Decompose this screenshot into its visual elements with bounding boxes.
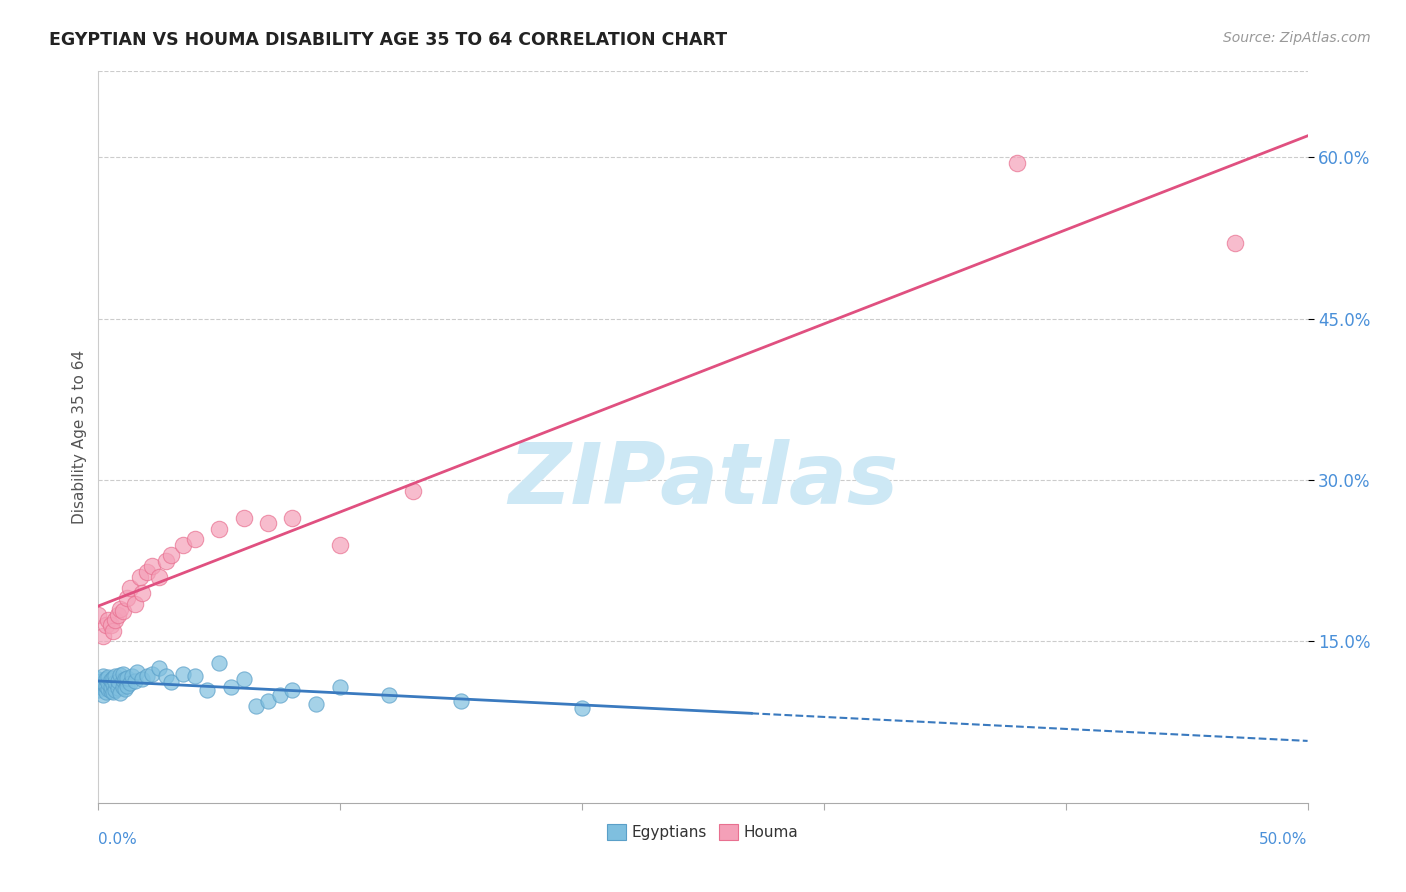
- Point: [104, 675, 127, 690]
- Point: [111, 680, 134, 694]
- Point: [117, 679, 139, 693]
- Point: [111, 604, 134, 618]
- Point: [281, 682, 304, 697]
- Point: [141, 666, 163, 681]
- Point: [117, 591, 139, 606]
- Point: [94, 685, 117, 699]
- Point: [329, 538, 352, 552]
- Text: Source: ZipAtlas.com: Source: ZipAtlas.com: [1223, 31, 1371, 45]
- Point: [221, 680, 243, 694]
- Point: [127, 665, 149, 679]
- Point: [100, 684, 122, 698]
- Point: [256, 516, 278, 530]
- Point: [87, 682, 110, 697]
- Point: [91, 669, 114, 683]
- Point: [108, 667, 131, 681]
- Point: [155, 554, 177, 568]
- Point: [450, 693, 472, 707]
- Point: [155, 669, 177, 683]
- Point: [87, 675, 110, 690]
- Y-axis label: Disability Age 35 to 64: Disability Age 35 to 64: [72, 350, 87, 524]
- Point: [131, 672, 153, 686]
- Point: [329, 680, 352, 694]
- Point: [108, 602, 131, 616]
- Point: [91, 629, 114, 643]
- Point: [208, 521, 231, 535]
- Point: [97, 670, 120, 684]
- Text: ZIPatlas: ZIPatlas: [508, 440, 898, 523]
- Point: [100, 618, 122, 632]
- Point: [245, 698, 267, 713]
- Point: [97, 681, 120, 696]
- Point: [90, 680, 112, 694]
- Point: [121, 669, 143, 683]
- Point: [172, 538, 194, 552]
- Point: [111, 666, 134, 681]
- Point: [101, 685, 124, 699]
- Point: [90, 674, 112, 689]
- Point: [97, 676, 120, 690]
- Text: 50.0%: 50.0%: [1260, 832, 1308, 847]
- Point: [135, 565, 157, 579]
- Point: [118, 676, 141, 690]
- Legend: Egyptians, Houma: Egyptians, Houma: [602, 818, 804, 847]
- Point: [104, 613, 127, 627]
- Point: [135, 669, 157, 683]
- Text: 0.0%: 0.0%: [98, 832, 138, 847]
- Point: [108, 686, 131, 700]
- Point: [100, 673, 122, 688]
- Point: [117, 671, 139, 685]
- Point: [131, 586, 153, 600]
- Point: [107, 674, 129, 689]
- Point: [195, 682, 218, 697]
- Point: [377, 688, 399, 702]
- Point: [100, 680, 122, 694]
- Point: [184, 669, 207, 683]
- Point: [94, 679, 117, 693]
- Point: [281, 510, 304, 524]
- Point: [269, 688, 291, 702]
- Point: [160, 549, 183, 563]
- Point: [571, 701, 593, 715]
- Point: [107, 607, 129, 622]
- Point: [1223, 236, 1246, 251]
- Point: [118, 581, 141, 595]
- Point: [148, 661, 170, 675]
- Point: [87, 607, 110, 622]
- Point: [101, 671, 124, 685]
- Point: [141, 559, 163, 574]
- Point: [172, 666, 194, 681]
- Point: [87, 672, 110, 686]
- Point: [101, 624, 124, 638]
- Point: [128, 570, 150, 584]
- Point: [107, 681, 129, 695]
- Point: [94, 618, 117, 632]
- Point: [184, 533, 207, 547]
- Point: [305, 697, 328, 711]
- Point: [124, 597, 146, 611]
- Point: [104, 669, 127, 683]
- Point: [124, 674, 146, 689]
- Point: [91, 688, 114, 702]
- Point: [402, 483, 425, 498]
- Point: [114, 672, 136, 686]
- Point: [232, 510, 254, 524]
- Point: [232, 672, 254, 686]
- Point: [94, 672, 117, 686]
- Point: [111, 673, 134, 688]
- Text: EGYPTIAN VS HOUMA DISABILITY AGE 35 TO 64 CORRELATION CHART: EGYPTIAN VS HOUMA DISABILITY AGE 35 TO 6…: [49, 31, 727, 49]
- Point: [256, 693, 278, 707]
- Point: [1007, 156, 1029, 170]
- Point: [160, 675, 183, 690]
- Point: [148, 570, 170, 584]
- Point: [87, 677, 110, 691]
- Point: [208, 656, 231, 670]
- Point: [101, 677, 124, 691]
- Point: [104, 682, 127, 697]
- Point: [114, 681, 136, 696]
- Point: [97, 613, 120, 627]
